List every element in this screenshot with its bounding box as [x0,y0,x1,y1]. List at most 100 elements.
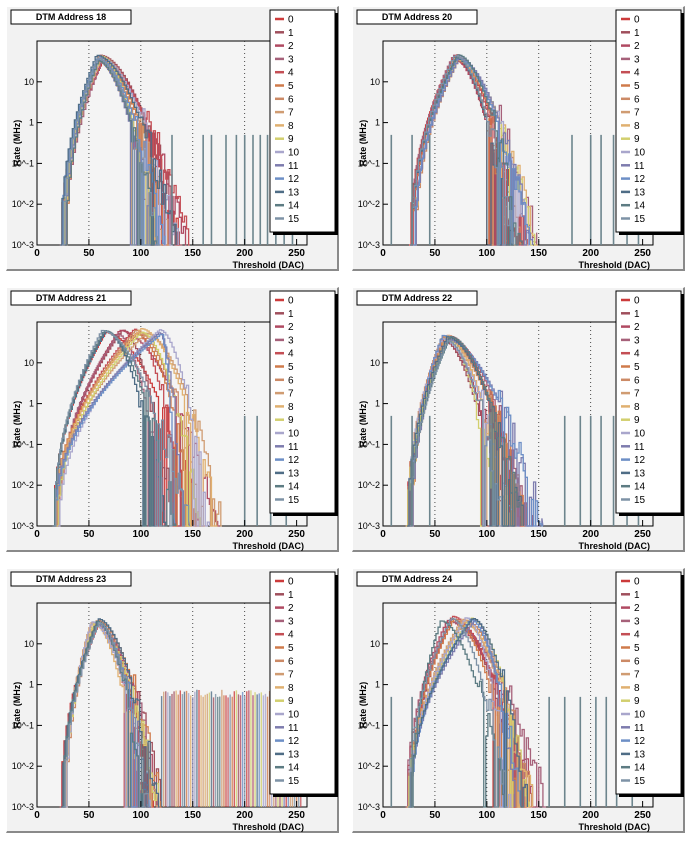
legend-label: 2 [288,41,294,52]
y-tick-label: 10 [370,639,380,649]
legend-label: 12 [288,174,300,185]
y-tick-label: 10^-2 [358,199,380,209]
chart-title: DTM Address 22 [382,293,452,303]
series-line [406,336,524,527]
legend-label: 6 [634,375,640,386]
legend-label: 2 [634,603,640,614]
y-axis-label: Rate (MHz) [358,401,368,448]
x-tick-label: 0 [34,248,40,259]
legend-label: 10 [288,710,300,721]
legend-label: 0 [634,296,640,307]
x-tick-label: 100 [479,529,496,540]
x-tick-label: 150 [530,810,547,821]
y-axis-label: Rate (MHz) [12,120,22,167]
x-tick-label: 0 [380,248,386,259]
legend-label: 13 [634,749,646,760]
legend-label: 4 [288,630,294,641]
series-line [53,334,176,527]
series-line [59,54,177,246]
x-tick-label: 100 [133,529,150,540]
y-tick-label: 10^-1 [358,439,380,449]
x-tick-label: 150 [184,248,201,259]
series-line [408,617,528,808]
legend-label: 10 [634,710,646,721]
series-line [62,622,149,808]
series-line [411,620,506,808]
legend-label: 5 [634,362,640,373]
legend-label: 4 [634,68,640,79]
x-tick-label: 50 [429,810,441,821]
x-axis-label: Threshold (DAC) [579,260,651,270]
series-line [407,617,508,808]
legend-label: 15 [634,776,646,787]
legend-label: 7 [634,108,640,119]
series-line [53,329,191,527]
legend-label: 9 [288,696,294,707]
legend-label: 8 [288,121,294,132]
y-axis-label: Rate (MHz) [358,682,368,729]
y-tick-label: 10^-3 [12,802,34,812]
x-axis-label: Threshold (DAC) [233,541,305,551]
x-tick-label: 200 [582,810,599,821]
legend-label: 4 [634,349,640,360]
legend-label: 0 [288,577,294,588]
y-tick-label: 10^-2 [12,199,34,209]
legend-label: 4 [288,349,294,360]
dtm-panel: 10^-3 10^-2 10^-1 1 10 Rate (MHz) 0 50 100 150 200… [352,287,685,552]
legend-label: 12 [634,736,646,747]
legend-label: 1 [288,309,294,320]
dtm-panel: 10^-3 10^-2 10^-1 1 10 Rate (MHz) 0 50 100 150 200… [352,6,685,271]
chart-title: DTM Address 18 [36,12,106,22]
series-line [410,340,503,527]
x-tick-label: 100 [133,810,150,821]
x-tick-label: 50 [83,248,95,259]
legend-label: 9 [288,134,294,145]
legend-label: 14 [288,201,300,212]
legend-label: 14 [288,482,300,493]
legend-label: 11 [634,161,645,172]
series-line [408,335,522,527]
legend-label: 4 [634,630,640,641]
series-line [52,332,185,527]
x-tick-label: 150 [184,529,201,540]
x-tick-label: 250 [634,810,651,821]
legend-label: 10 [634,148,646,159]
series-group [52,327,222,527]
y-tick-label: 10 [24,358,34,368]
chart-title: DTM Address 23 [36,574,106,584]
legend-label: 0 [288,296,294,307]
legend-label: 12 [634,455,646,466]
legend-label: 13 [634,187,646,198]
chart-title: DTM Address 20 [382,12,452,22]
chart-title: DTM Address 21 [36,293,106,303]
x-tick-label: 250 [288,529,305,540]
legend-label: 13 [634,468,646,479]
legend-label: 8 [288,402,294,413]
chart-title: DTM Address 24 [382,574,452,584]
series-line [57,329,220,527]
legend-label: 11 [634,442,645,453]
legend-label: 0 [634,15,640,26]
y-tick-label: 10 [24,639,34,649]
legend-label: 15 [634,495,646,506]
x-tick-label: 200 [236,810,253,821]
x-tick-label: 200 [582,529,599,540]
x-tick-label: 250 [634,248,651,259]
legend-label: 3 [288,54,294,65]
dtm-panel: 10^-3 10^-2 10^-1 1 10 Rate (MHz) 0 50 100 150 200… [6,287,339,552]
dtm-panel: 10^-3 10^-2 10^-1 1 10 Rate (MHz) 0 50 100 150 200… [352,568,685,833]
legend-label: 2 [288,322,294,333]
y-axis-label: Rate (MHz) [12,682,22,729]
x-tick-label: 50 [429,529,441,540]
y-tick-label: 1 [29,680,34,690]
legend-label: 10 [288,429,300,440]
legend-label: 8 [288,683,294,694]
y-tick-label: 10^-3 [358,521,380,531]
series-line [61,57,161,246]
legend-label: 0 [288,15,294,26]
legend-box [269,571,336,795]
title-box [356,571,478,587]
legend-label: 11 [634,723,645,734]
y-tick-label: 1 [375,680,380,690]
